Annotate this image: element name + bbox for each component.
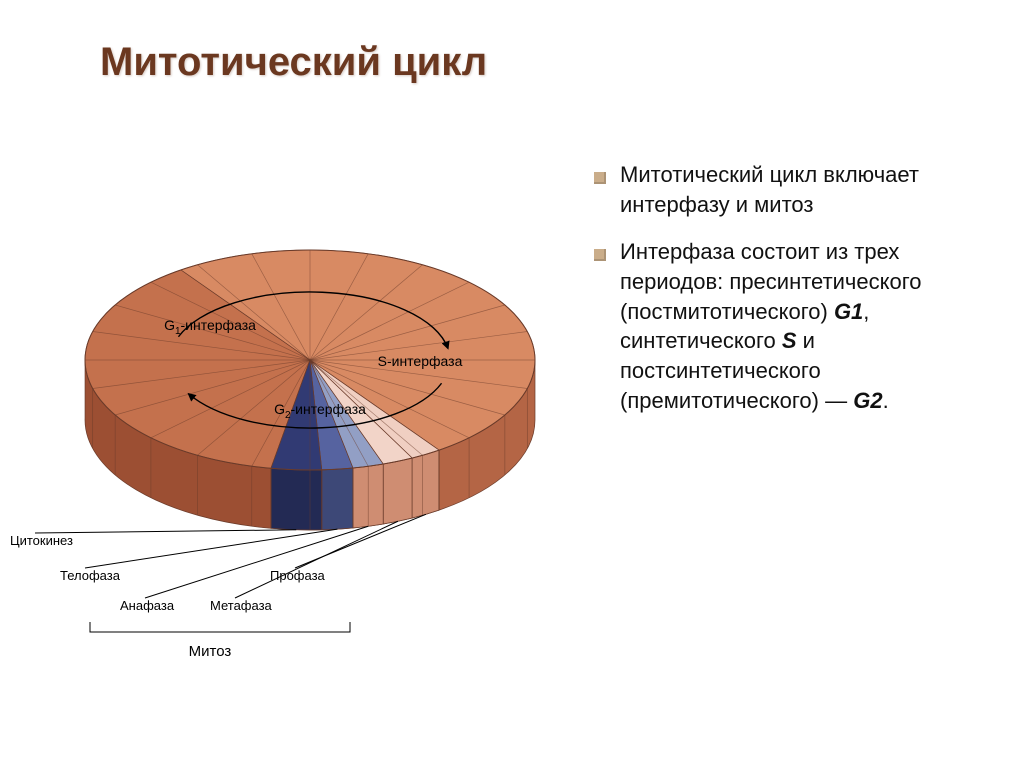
bullet-item: Интерфаза состоит из трех периодов: прес… [594, 237, 984, 415]
leader-cytokinesis [35, 530, 296, 533]
phase-label-prophase: Профаза [270, 568, 326, 583]
phase-label-metaphase: Метафаза [210, 598, 273, 613]
bullet-item: Митотический цикл включает интерфазу и м… [594, 160, 984, 219]
phase-label-cytokinesis: Цитокинез [10, 533, 73, 548]
mitosis-bracket-label: Митоз [189, 643, 232, 660]
mitotic-cycle-chart: G1-интерфазаS-интерфазаG2-интерфазаПрофа… [30, 170, 590, 730]
leader-anaphase [145, 526, 368, 598]
mitosis-bracket [90, 622, 350, 632]
body-text: Митотический цикл включает интерфазу и м… [594, 160, 984, 434]
phase-label-telophase: Телофаза [60, 568, 121, 583]
page-title: Митотический цикл [100, 40, 487, 85]
pie-top [85, 250, 535, 470]
segment-label-s: S-интерфаза [378, 353, 463, 369]
phase-label-anaphase: Анафаза [120, 598, 175, 613]
